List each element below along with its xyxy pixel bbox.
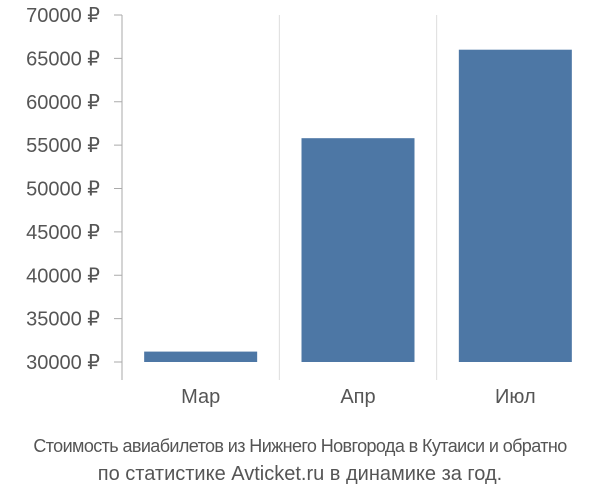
axis-layer [114,14,123,380]
x-tick-label: Апр [340,386,375,408]
bar-layer [144,49,572,362]
label-layer: 30000 ₽ 35000 ₽ 40000 ₽ 45000 ₽ 50000 ₽ 55000… [26,5,536,408]
bar [458,49,572,362]
y-tick-label: 35000 ₽ [26,309,100,331]
y-tick-label: 60000 ₽ [26,92,100,114]
chart-caption-line-1: Стоимость авиабилетов из Нижнего Новгоро… [33,436,567,456]
y-tick-label: 55000 ₽ [26,135,100,157]
bar [301,138,415,362]
chart-caption-line-2: по статистике Avticket.ru в динамике за … [97,463,503,485]
x-tick-label: Июл [495,386,536,408]
y-tick-label: 50000 ₽ [26,179,100,201]
bar-chart: 30000 ₽ 35000 ₽ 40000 ₽ 45000 ₽ 50000 ₽ 55000… [26,5,572,408]
y-tick-label: 30000 ₽ [26,352,100,374]
y-tick-label: 40000 ₽ [26,265,100,287]
bar [144,351,258,362]
y-tick-label: 45000 ₽ [26,222,100,244]
y-tick-label: 65000 ₽ [26,48,100,70]
grid-layer [278,15,438,380]
x-tick-label: Мар [181,386,220,408]
y-tick-label: 70000 ₽ [26,5,100,27]
